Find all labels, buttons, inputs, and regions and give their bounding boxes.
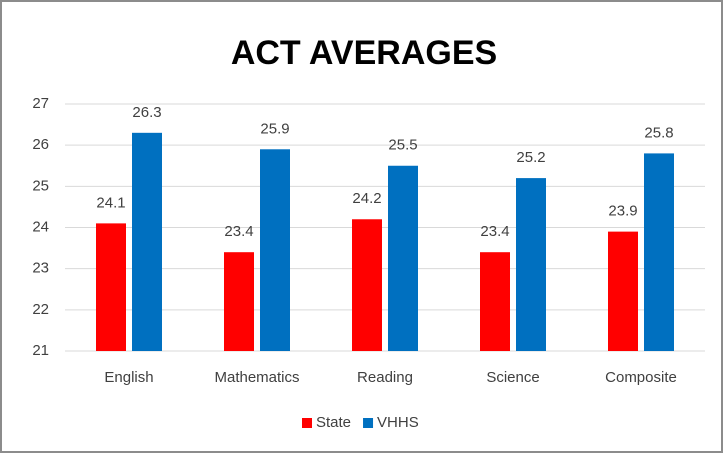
data-label: 25.9 (260, 120, 289, 137)
y-tick-label: 21 (32, 342, 49, 359)
data-label: 24.1 (96, 194, 125, 211)
legend-swatch (363, 418, 374, 428)
bar (224, 252, 254, 351)
data-label: 23.4 (480, 223, 509, 240)
data-label: 23.9 (608, 203, 637, 220)
chart-title: ACT AVERAGES (231, 34, 497, 72)
data-label: 25.5 (388, 137, 417, 154)
bar (644, 153, 674, 351)
bar (480, 252, 510, 351)
x-tick-label: Mathematics (214, 369, 299, 386)
legend-label: VHHS (377, 414, 419, 431)
x-tick-label: Reading (357, 369, 413, 386)
x-tick-label: Science (486, 369, 539, 386)
y-tick-label: 26 (32, 136, 49, 153)
data-label: 26.3 (132, 104, 161, 121)
bar (388, 165, 418, 351)
bar (96, 223, 126, 351)
bar (516, 178, 546, 351)
data-label: 23.4 (224, 223, 253, 240)
x-tick-label: English (104, 369, 153, 386)
data-label: 25.2 (516, 149, 545, 166)
y-tick-label: 27 (32, 95, 49, 112)
y-tick-label: 22 (32, 301, 49, 318)
data-label: 24.2 (352, 190, 381, 207)
legend-swatch (302, 418, 312, 428)
bar (132, 132, 162, 351)
data-label: 25.8 (644, 124, 673, 141)
x-tick-label: Composite (605, 369, 677, 386)
y-tick-label: 24 (32, 218, 49, 235)
bar (260, 149, 290, 351)
legend-label: State (316, 414, 351, 431)
bar (608, 231, 638, 351)
y-tick-label: 25 (32, 177, 49, 194)
bar (352, 219, 382, 351)
y-tick-label: 23 (32, 260, 49, 277)
